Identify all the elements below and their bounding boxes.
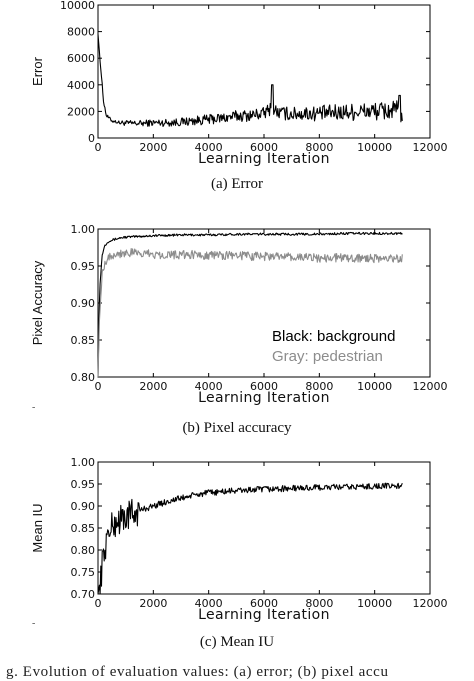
x-tick-label: 12000 bbox=[413, 597, 448, 610]
y-axis-title: Mean IU bbox=[30, 503, 45, 552]
chart-panel-1: 0 2000 4000 6000 8000 10000 12000 0 2000 4000 6000… bbox=[30, 0, 448, 167]
y-tick-label: 0.70 bbox=[71, 588, 96, 601]
series-line bbox=[97, 231, 403, 378]
legend-entry-pedestrian: Gray: pedestrian bbox=[272, 348, 383, 365]
x-tick-label: 0 bbox=[95, 597, 102, 610]
x-tick-label: 12000 bbox=[413, 380, 448, 393]
y-tick-label: 0.95 bbox=[71, 478, 96, 491]
chart-panel-3: 0 2000 4000 6000 8000 10000 12000 0.70 0.75 0.80 0… bbox=[30, 456, 448, 623]
y-tick-label: 0.75 bbox=[71, 566, 96, 579]
y-tick-label: 0.80 bbox=[71, 371, 96, 384]
x-axis-title: Learning Iteration bbox=[198, 607, 330, 623]
y-tick-label: 0.90 bbox=[71, 500, 96, 513]
y-tick-label: 0.85 bbox=[71, 334, 96, 347]
y-tick-label: 0.95 bbox=[71, 260, 96, 273]
x-tick-label: 4000 bbox=[195, 380, 223, 393]
caption-mean-iu: (c) Mean IU bbox=[199, 634, 275, 650]
x-tick-label: 0 bbox=[95, 141, 102, 154]
y-axis-title: Error bbox=[30, 56, 45, 86]
x-tick-label: 10000 bbox=[357, 380, 392, 393]
chart-panel-2: 0 2000 4000 6000 8000 10000 12000 0.80 0.85 0.90 0… bbox=[30, 223, 448, 406]
x-tick-label: 4000 bbox=[195, 141, 223, 154]
y-tick-label: 2000 bbox=[67, 105, 95, 118]
separator-mark: - bbox=[32, 402, 36, 413]
x-tick-label: 6000 bbox=[250, 597, 278, 610]
series-line bbox=[97, 34, 403, 127]
caption-error: (a) Error bbox=[210, 176, 264, 192]
y-tick-label: 10000 bbox=[60, 0, 95, 12]
x-tick-label: 2000 bbox=[139, 141, 167, 154]
x-tick-label: 8000 bbox=[305, 141, 333, 154]
x-tick-label: 0 bbox=[95, 380, 102, 393]
x-tick-label: 4000 bbox=[195, 597, 223, 610]
y-tick-label: 0 bbox=[88, 132, 95, 145]
plot-frame bbox=[97, 461, 431, 595]
caption-pixel-accuracy: (b) Pixel accuracy bbox=[182, 420, 292, 436]
y-tick-label: 8000 bbox=[67, 26, 95, 39]
y-tick-label: 6000 bbox=[67, 52, 95, 65]
legend-entry-background: Black: background bbox=[272, 328, 395, 345]
x-tick-label: 8000 bbox=[305, 380, 333, 393]
y-tick-label: 4000 bbox=[67, 79, 95, 92]
x-tick-label: 2000 bbox=[139, 597, 167, 610]
y-tick-label: 0.80 bbox=[71, 544, 96, 557]
x-axis-title: Learning Iteration bbox=[198, 151, 330, 167]
series-line bbox=[97, 482, 403, 595]
y-tick-label: 1.00 bbox=[71, 456, 96, 469]
y-tick-label: 0.90 bbox=[71, 297, 96, 310]
figure-footer-text: g. Evolution of evaluation values: (a) e… bbox=[6, 664, 389, 680]
y-axis-title: Pixel Accuracy bbox=[30, 260, 45, 345]
x-tick-label: 6000 bbox=[250, 380, 278, 393]
separator-mark: - bbox=[32, 618, 36, 629]
series-line bbox=[97, 248, 403, 378]
x-tick-label: 2000 bbox=[139, 380, 167, 393]
x-tick-label: 12000 bbox=[413, 141, 448, 154]
plot-frame bbox=[97, 4, 431, 139]
y-tick-label: 0.85 bbox=[71, 522, 96, 535]
x-axis-title: Learning Iteration bbox=[198, 390, 330, 406]
y-tick-label: 1.00 bbox=[71, 223, 96, 236]
x-tick-label: 6000 bbox=[250, 141, 278, 154]
x-tick-label: 8000 bbox=[305, 597, 333, 610]
x-tick-label: 10000 bbox=[357, 141, 392, 154]
x-tick-label: 10000 bbox=[357, 597, 392, 610]
